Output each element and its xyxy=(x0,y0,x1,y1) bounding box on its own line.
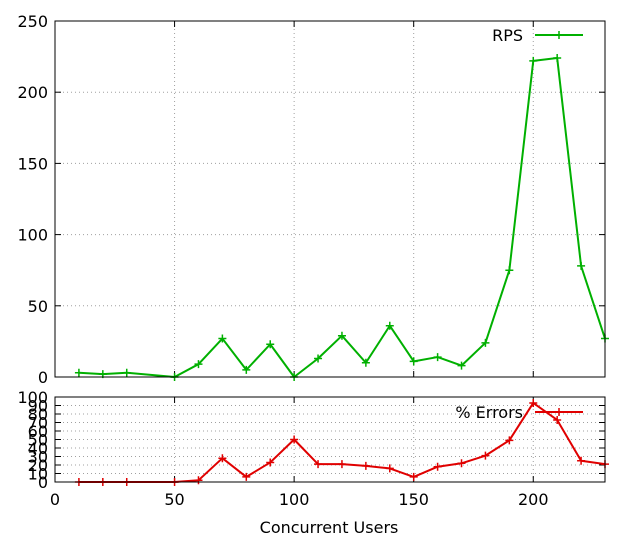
errors-ytick-label: 30 xyxy=(28,448,48,467)
errors-data-point xyxy=(314,460,323,469)
errors-ytick-label: 10 xyxy=(28,465,48,484)
errors-data-point xyxy=(194,476,203,485)
rps-ytick-label: 150 xyxy=(17,154,48,173)
x-tick-label: 100 xyxy=(279,490,310,509)
errors-legend-marker xyxy=(555,408,563,416)
rps-legend: RPS xyxy=(492,26,583,45)
errors-data-point xyxy=(290,435,299,444)
rps-data-point xyxy=(74,368,83,377)
errors-data-point xyxy=(409,472,418,481)
rps-plot-frame xyxy=(54,20,606,378)
rps-data-point xyxy=(266,340,275,349)
rps-legend-marker xyxy=(555,31,563,39)
rps-data-point xyxy=(242,365,251,374)
rps-data-point xyxy=(433,353,442,362)
rps-data-point xyxy=(457,361,466,370)
errors-ytick-label: 0 xyxy=(38,473,48,492)
x-tick-label: 0 xyxy=(50,490,60,509)
x-tick-label: 50 xyxy=(164,490,184,509)
x-tick-label: 150 xyxy=(398,490,429,509)
errors-data-point xyxy=(577,456,586,465)
errors-data-point xyxy=(361,461,370,470)
rps-data-point xyxy=(337,331,346,340)
errors-ytick-label: 50 xyxy=(28,431,48,450)
rps-ytick-label: 50 xyxy=(28,297,48,316)
errors-data-point xyxy=(553,415,562,424)
rps-ytick-label: 200 xyxy=(17,83,48,102)
rps-panel: 0 50 100 150 200 250 RPS xyxy=(17,12,609,387)
errors-data-point xyxy=(337,460,346,469)
errors-plot-frame xyxy=(54,396,606,483)
errors-data-point xyxy=(242,472,251,481)
rps-ytick-label: 0 xyxy=(38,368,48,387)
errors-ytick-label: 80 xyxy=(28,405,48,424)
rps-data-point xyxy=(361,358,370,367)
rps-ytick-label: 100 xyxy=(17,226,48,245)
errors-legend: % Errors xyxy=(455,403,583,422)
errors-data-point xyxy=(529,398,538,407)
errors-data-point xyxy=(385,464,394,473)
rps-data-point xyxy=(529,56,538,65)
rps-data-point xyxy=(385,321,394,330)
rps-data-point xyxy=(481,338,490,347)
rps-data-point xyxy=(577,261,586,270)
rps-data-point xyxy=(218,334,227,343)
errors-ytick-label: 90 xyxy=(28,397,48,416)
rps-data-point xyxy=(314,354,323,363)
errors-data-point xyxy=(505,436,514,445)
rps-grid xyxy=(55,21,605,377)
errors-data-point xyxy=(457,459,466,468)
rps-data-point xyxy=(409,357,418,366)
errors-series-line xyxy=(78,401,606,483)
rps-data-point xyxy=(194,360,203,369)
errors-data-point xyxy=(481,451,490,460)
rps-data-point xyxy=(505,266,514,275)
errors-ytick-label: 60 xyxy=(28,422,48,441)
errors-ytick-label: 70 xyxy=(28,414,48,433)
rps-series-line xyxy=(78,57,606,378)
rps-data-point xyxy=(553,54,562,63)
errors-data-point xyxy=(218,454,227,463)
rps-ytick-label: 250 xyxy=(17,12,48,31)
errors-data-point xyxy=(433,462,442,471)
errors-legend-label: % Errors xyxy=(455,403,523,422)
rps-data-point xyxy=(122,368,131,377)
rps-legend-label: RPS xyxy=(492,26,523,45)
x-axis-label: Concurrent Users xyxy=(260,518,399,537)
x-tick-label: 200 xyxy=(518,490,549,509)
errors-ytick-label: 40 xyxy=(28,439,48,458)
errors-data-point xyxy=(266,458,275,467)
errors-ytick-label: 100 xyxy=(17,388,48,407)
errors-ytick-label: 20 xyxy=(28,456,48,475)
